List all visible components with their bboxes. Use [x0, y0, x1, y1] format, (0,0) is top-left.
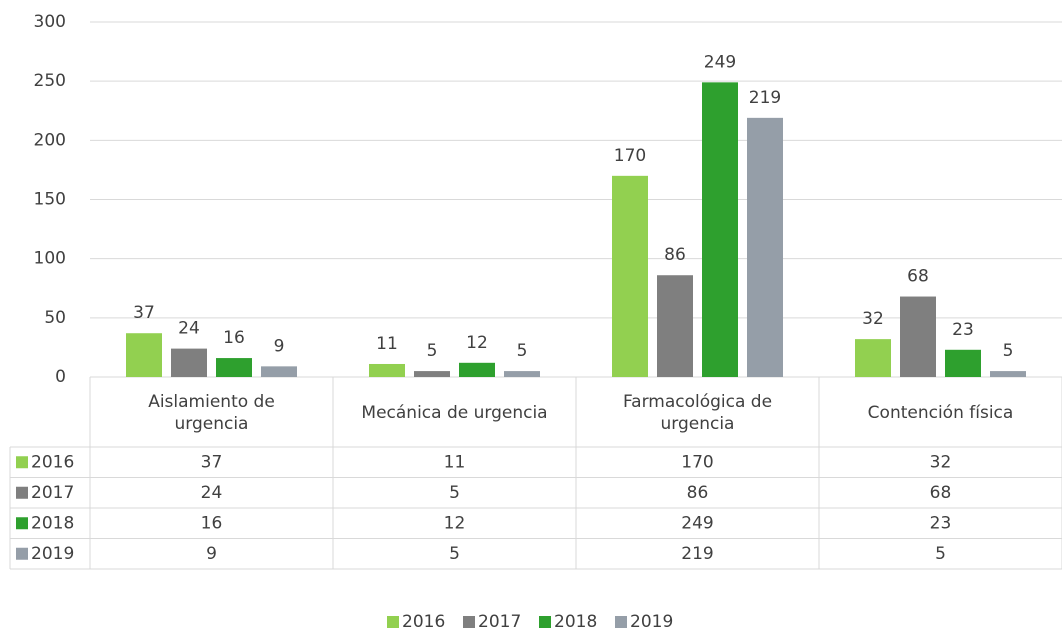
bar [126, 333, 162, 377]
table-row-label: 2019 [31, 544, 74, 564]
table-cell: 5 [449, 544, 460, 564]
data-label: 5 [427, 341, 438, 361]
y-tick-label: 200 [34, 130, 66, 150]
legend-key [387, 616, 399, 628]
legend-label: 2016 [402, 612, 445, 632]
bar [747, 117, 783, 377]
data-label: 9 [274, 336, 285, 356]
table-cell: 23 [930, 513, 952, 533]
data-label: 11 [376, 334, 398, 354]
bar [945, 349, 981, 377]
table-row-label: 2017 [31, 483, 74, 503]
y-tick-label: 50 [44, 308, 66, 328]
table-cell: 68 [930, 483, 952, 503]
x-tick-label: Contención física [867, 403, 1014, 423]
bar [855, 339, 891, 377]
data-label: 170 [614, 146, 646, 166]
table-cell: 11 [444, 452, 466, 472]
table-cell: 170 [681, 452, 713, 472]
table-cell: 9 [206, 544, 217, 564]
x-tick-label-box: Contención física [867, 403, 1014, 423]
data-label: 23 [952, 320, 974, 340]
data-label: 5 [517, 341, 528, 361]
y-tick-label: 0 [55, 367, 66, 387]
y-tick-label: 150 [34, 190, 66, 210]
legend-key [615, 616, 627, 628]
bar [612, 175, 648, 377]
x-tick-label-box: Mecánica de urgencia [361, 403, 548, 423]
legend-label: 2018 [554, 612, 597, 632]
bar [657, 275, 693, 377]
data-label: 37 [133, 303, 155, 323]
data-label: 12 [466, 333, 488, 353]
table-cell: 16 [201, 513, 223, 533]
data-label: 5 [1003, 341, 1014, 361]
table-legend-key [16, 486, 28, 499]
bar [459, 362, 495, 377]
data-label: 68 [907, 267, 929, 287]
y-tick-label: 300 [34, 12, 66, 32]
bar [261, 366, 297, 377]
table-cell: 86 [687, 483, 709, 503]
data-label: 24 [178, 319, 200, 339]
bar [990, 371, 1026, 377]
table-legend-key [16, 517, 28, 530]
table-cell: 12 [444, 513, 466, 533]
table-cell: 37 [201, 452, 223, 472]
x-tick-label-box: Farmacológica de urgencia [622, 392, 773, 434]
data-label: 16 [223, 328, 245, 348]
table-cell: 249 [681, 513, 713, 533]
table-cell: 32 [930, 452, 952, 472]
legend-label: 2019 [630, 612, 673, 632]
bar [216, 358, 252, 377]
table-row-label: 2016 [31, 452, 74, 472]
x-tick-label-box: Aislamiento de urgencia [148, 392, 275, 434]
data-label: 86 [664, 245, 686, 265]
x-tick-label: Aislamiento de urgencia [148, 392, 275, 434]
bar [171, 348, 207, 377]
data-label: 32 [862, 309, 884, 329]
bar [900, 296, 936, 377]
table-legend-key [16, 547, 28, 560]
table-cell: 219 [681, 544, 713, 564]
y-tick-label: 100 [34, 249, 66, 269]
y-tick-label: 250 [34, 71, 66, 91]
bar [504, 371, 540, 377]
table-row-label: 2018 [31, 513, 74, 533]
legend-key [539, 616, 551, 628]
data-label: 249 [704, 52, 736, 72]
table-legend-key [16, 456, 28, 469]
bar [369, 363, 405, 377]
x-tick-label: Mecánica de urgencia [361, 403, 548, 423]
table-cell: 24 [201, 483, 223, 503]
x-tick-label: Farmacológica de urgencia [622, 392, 773, 434]
bar [414, 371, 450, 377]
data-label: 219 [749, 88, 781, 108]
table-cell: 5 [935, 544, 946, 564]
table-cell: 5 [449, 483, 460, 503]
legend-key [463, 616, 475, 628]
legend-label: 2017 [478, 612, 521, 632]
bar [702, 82, 738, 377]
